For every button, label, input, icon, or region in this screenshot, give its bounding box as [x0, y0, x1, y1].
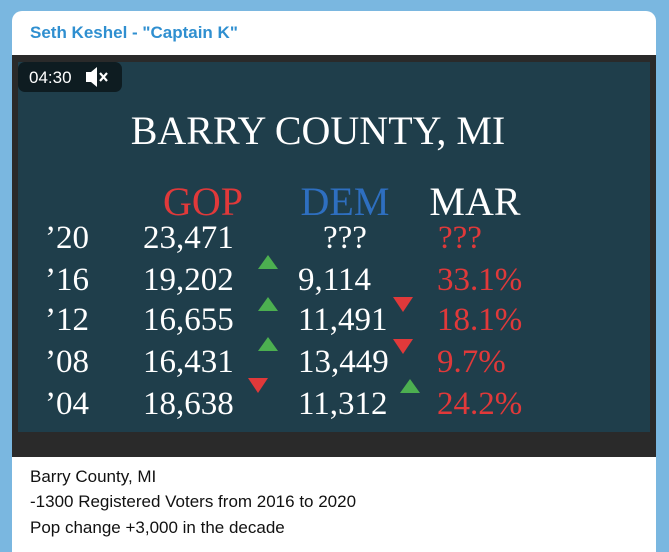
cell-value: 11,312	[298, 386, 388, 422]
cell-value: 9.7%	[437, 344, 506, 380]
cell-value: 18,638	[143, 386, 234, 422]
video[interactable]: 04:30 BARRY COUNTY, MI GOP DEM MAR ’20 23…	[12, 55, 656, 457]
chalkboard	[18, 62, 650, 432]
duration: 04:30	[29, 68, 72, 87]
row-year: ’20	[45, 220, 89, 256]
caption-line: -1300 Registered Voters from 2016 to 202…	[30, 492, 357, 511]
cell-value: 24.2%	[437, 386, 522, 422]
cell-value: 19,202	[143, 262, 234, 298]
slide-title: BARRY COUNTY, MI	[131, 108, 506, 153]
row-year: ’08	[45, 344, 89, 380]
cell-value: ???	[323, 220, 367, 256]
mute-icon[interactable]	[86, 67, 108, 87]
cell-value: 18.1%	[437, 302, 522, 338]
row-year: ’04	[45, 386, 89, 422]
cell-value: 16,431	[143, 344, 234, 380]
caption-line: Barry County, MI	[30, 467, 157, 486]
cell-value: 23,471	[143, 220, 234, 256]
cell-value: 33.1%	[437, 262, 522, 298]
column-header: MAR	[429, 179, 520, 224]
column-header: DEM	[301, 179, 390, 224]
cell-value: 16,655	[143, 302, 234, 338]
row-year: ’12	[45, 302, 89, 338]
channel-title[interactable]: Seth Keshel - "Captain K"	[30, 23, 238, 42]
cell-value: 11,491	[298, 302, 388, 338]
caption-line: Pop change +3,000 in the decade	[30, 518, 285, 537]
cell-value: 9,114	[298, 262, 371, 298]
cell-value: ???	[438, 220, 482, 256]
post: Seth Keshel - "Captain K" 04:30 BARRY CO…	[12, 11, 656, 552]
row-year: ’16	[45, 262, 89, 298]
cell-value: 13,449	[298, 344, 389, 380]
column-header: GOP	[163, 179, 243, 224]
trend-arrows	[248, 255, 420, 393]
